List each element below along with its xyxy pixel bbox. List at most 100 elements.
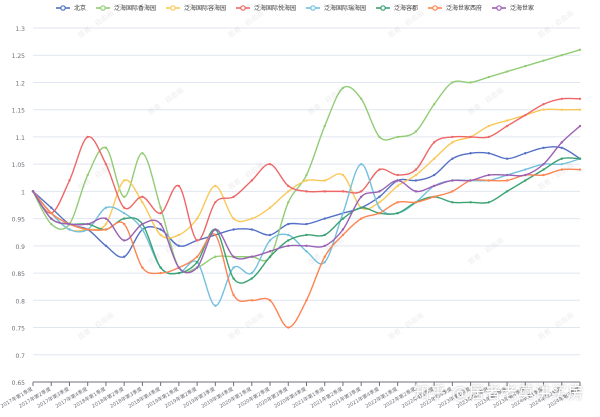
data-point [141, 201, 144, 204]
data-point [487, 124, 491, 128]
data-point [524, 168, 527, 171]
data-point [414, 168, 418, 171]
data-point [268, 255, 272, 258]
data-point [487, 201, 491, 204]
data-point [287, 201, 290, 204]
data-point [560, 146, 563, 150]
data-point [542, 59, 545, 62]
data-point [432, 141, 436, 144]
y-tick-label: 1.3 [15, 26, 25, 33]
overlay-watermark: 居者 · 自由画 [226, 8, 265, 39]
data-point [31, 190, 35, 193]
data-point [560, 168, 563, 171]
data-point [487, 173, 491, 177]
overlay-watermark: 居者 · 自由画 [76, 8, 115, 39]
data-point [378, 211, 381, 215]
data-point [159, 228, 162, 231]
legend-label: 泛海世家 [510, 4, 534, 12]
data-point [122, 255, 126, 258]
data-point [195, 239, 199, 242]
overlay-watermark: 居者 · 自由画 [536, 8, 575, 39]
data-point [396, 201, 399, 204]
data-point [505, 119, 509, 122]
data-point [360, 217, 363, 220]
data-point [396, 173, 399, 177]
y-tick-label: 0.8 [15, 298, 25, 305]
overlay-watermark: 居者 · 自由画 [76, 310, 115, 341]
data-point [524, 173, 527, 177]
data-point [287, 233, 290, 237]
data-point [524, 179, 527, 182]
data-point [432, 157, 436, 160]
data-point [122, 211, 126, 215]
data-point [305, 244, 308, 248]
data-point [268, 299, 272, 302]
data-point [214, 304, 217, 307]
data-point [469, 201, 472, 204]
data-point [214, 233, 217, 237]
data-point [104, 162, 108, 166]
y-tick-label: 1 [21, 189, 25, 196]
data-point [505, 179, 509, 182]
data-point [159, 206, 162, 209]
data-point [250, 271, 253, 275]
legend-swatch-marker [380, 5, 386, 11]
data-point [268, 206, 272, 209]
data-point [177, 271, 181, 275]
y-tick-label: 1.25 [12, 53, 26, 60]
data-point [432, 173, 436, 177]
data-point [287, 239, 290, 242]
data-point [268, 239, 272, 242]
y-tick-label: 1.15 [12, 108, 26, 115]
data-point [578, 48, 582, 51]
y-tick-label: 0.65 [12, 380, 26, 387]
overlay-watermark: 居者 · 自由画 [536, 310, 575, 341]
data-point [232, 293, 235, 297]
data-point [323, 217, 326, 220]
data-point [323, 179, 326, 182]
y-tick-label: 0.75 [12, 326, 26, 333]
data-point [287, 244, 290, 248]
data-point [250, 255, 253, 258]
data-point [360, 195, 363, 199]
legend-label: 北京 [74, 4, 86, 12]
data-point [122, 206, 126, 209]
data-point [578, 97, 582, 101]
data-point [232, 228, 235, 231]
data-point [250, 228, 253, 231]
overlay-watermark: 居者 · 自由画 [226, 310, 265, 341]
data-point [68, 222, 71, 226]
data-point [104, 217, 108, 220]
data-point [195, 255, 199, 258]
data-point [122, 222, 126, 226]
data-point [578, 157, 582, 160]
overlay-watermark: 居者 · 自由画 [386, 160, 425, 191]
data-point [524, 152, 527, 155]
data-point [214, 228, 217, 231]
data-point [360, 162, 363, 166]
data-point [341, 217, 345, 220]
data-point [305, 173, 308, 177]
data-point [505, 124, 509, 128]
data-point [268, 250, 272, 253]
data-point [287, 222, 290, 226]
data-point [141, 195, 144, 199]
source-watermark: 知乎 @居者老莫讲买房 [413, 383, 584, 402]
data-point [323, 260, 326, 264]
data-point [487, 135, 491, 139]
data-point [542, 173, 545, 177]
data-point [341, 211, 345, 215]
y-tick-label: 1.05 [12, 162, 26, 169]
data-point [360, 206, 363, 209]
data-point [542, 108, 545, 111]
data-point [50, 211, 53, 215]
data-point [432, 195, 436, 199]
data-point [305, 233, 308, 237]
data-point [378, 201, 381, 204]
data-point [104, 206, 108, 209]
y-tick-label: 0.7 [15, 353, 25, 360]
data-point [305, 190, 308, 193]
data-point [104, 146, 108, 150]
data-point [487, 75, 491, 79]
